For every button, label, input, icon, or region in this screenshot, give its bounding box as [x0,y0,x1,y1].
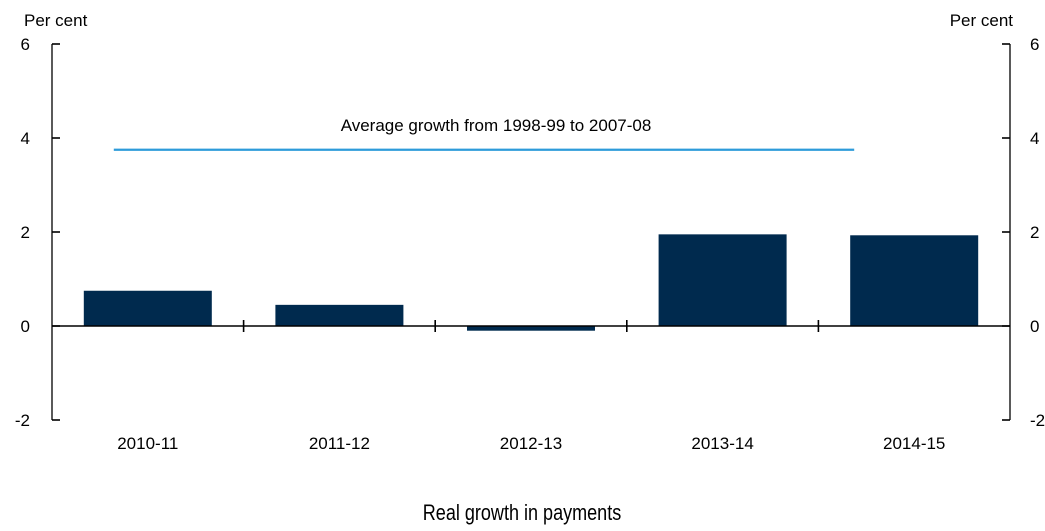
category-labels: 2010-11 2011-12 2012-13 2013-14 2014-15 [117,434,945,453]
bar-2011-12 [275,304,404,326]
bar-2012-13 [467,326,595,331]
average-growth-label: Average growth from 1998-99 to 2007-08 [341,116,652,135]
bars [83,234,979,331]
category-label: 2010-11 [117,434,178,453]
bar-2010-11 [83,290,212,326]
right-axis-unit: Per cent [950,11,1014,30]
chart-caption: Real growth in payments [423,501,621,525]
right-y-tick-label: 0 [1030,317,1039,336]
left-y-tick-label: 2 [21,223,30,242]
right-y-tick-label: 6 [1030,35,1039,54]
category-label: 2013-14 [691,434,753,453]
right-y-ticks [1002,43,1010,421]
bar-2013-14 [658,234,787,326]
left-y-tick-label: 4 [21,129,30,148]
right-y-tick-label: 2 [1030,223,1039,242]
right-y-tick-label: 4 [1030,129,1039,148]
left-y-ticks [52,43,60,421]
left-y-tick-label: -2 [15,411,30,430]
category-label: 2011-12 [309,434,370,453]
category-label: 2012-13 [500,434,562,453]
left-y-tick-labels: -2 0 2 4 6 [15,35,30,430]
category-label: 2014-15 [883,434,945,453]
left-y-tick-label: 0 [21,317,30,336]
right-y-tick-label: -2 [1030,411,1045,430]
bar-2014-15 [850,235,979,326]
left-y-tick-label: 6 [21,35,30,54]
category-ticks [242,320,820,332]
left-axis-unit: Per cent [24,11,88,30]
right-y-tick-labels: -2 0 2 4 6 [1030,35,1045,430]
